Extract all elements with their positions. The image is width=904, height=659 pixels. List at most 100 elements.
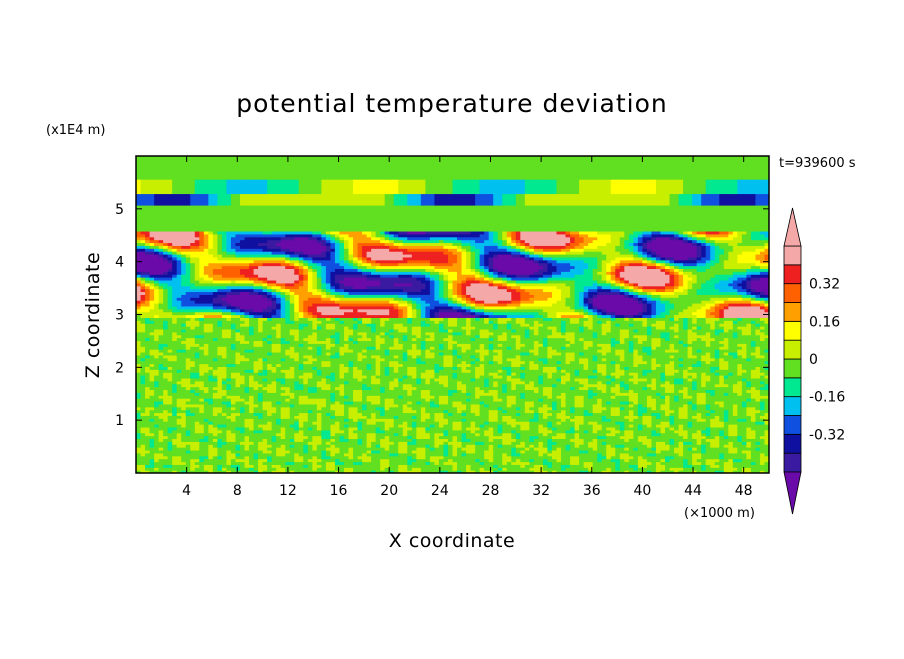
heatmap-cell <box>316 438 322 442</box>
heatmap-cell <box>533 458 540 463</box>
heatmap-cell <box>646 438 653 442</box>
heatmap-cell <box>461 441 467 445</box>
heatmap-cell <box>719 461 725 465</box>
heatmap-cell <box>321 467 327 471</box>
heatmap-cell <box>357 444 363 448</box>
heatmap-cell <box>741 441 747 445</box>
heatmap-cell <box>208 447 214 451</box>
heatmap-cell <box>357 464 363 468</box>
heatmap-cell <box>601 455 607 460</box>
heatmap-cell <box>303 461 309 465</box>
heatmap-cell <box>172 447 178 451</box>
heatmap-cell <box>235 449 241 454</box>
heatmap-cell <box>262 461 268 465</box>
heatmap-cell <box>542 452 549 457</box>
heatmap-cell <box>696 452 702 457</box>
heatmap-cell <box>452 435 458 440</box>
heatmap-cell <box>398 444 404 448</box>
heatmap-cell <box>574 441 580 445</box>
heatmap-cell <box>597 432 603 437</box>
heatmap-cell <box>728 449 734 454</box>
heatmap-cell <box>588 458 594 463</box>
heatmap-cell <box>380 461 386 465</box>
heatmap-cell <box>434 432 440 437</box>
heatmap-cell <box>737 449 743 454</box>
heatmap-cell <box>343 444 350 448</box>
heatmap-cell <box>606 432 612 437</box>
heatmap-cell <box>583 441 589 445</box>
heatmap-cell <box>438 435 445 440</box>
heatmap-cell <box>737 452 743 457</box>
heatmap-cell <box>488 461 494 465</box>
heatmap-cell <box>393 449 399 454</box>
heatmap-cell <box>181 447 187 451</box>
heatmap-cell <box>334 435 341 440</box>
heatmap-cell <box>488 438 494 442</box>
heatmap-cell <box>674 441 680 445</box>
heatmap-cell <box>357 455 363 460</box>
heatmap-cell <box>434 435 440 440</box>
heatmap-cell <box>330 438 336 442</box>
heatmap-cell <box>660 449 666 454</box>
heatmap-cell <box>714 444 720 448</box>
heatmap-cell <box>597 464 603 468</box>
heatmap-cell <box>759 449 766 454</box>
heatmap-cell <box>683 467 689 471</box>
heatmap-cell <box>597 452 603 457</box>
heatmap-cell <box>642 449 648 454</box>
heatmap-cell <box>375 432 381 437</box>
heatmap-cell <box>642 441 648 445</box>
heatmap-cell <box>298 467 304 471</box>
heatmap-cell <box>601 470 607 473</box>
heatmap-cell <box>149 452 155 457</box>
heatmap-cell <box>163 452 169 457</box>
heatmap-cell <box>190 438 196 442</box>
heatmap-cell <box>583 452 589 457</box>
heatmap-cell <box>199 447 205 451</box>
heatmap-cell <box>393 438 399 442</box>
heatmap-cell <box>158 452 164 457</box>
heatmap-cell <box>475 432 481 437</box>
heatmap-cell <box>723 455 729 460</box>
heatmap-cell <box>384 452 390 457</box>
heatmap-cell <box>389 432 395 437</box>
heatmap-cell <box>592 455 598 460</box>
heatmap-cell <box>190 461 196 465</box>
heatmap-cell <box>660 447 666 451</box>
heatmap-cell <box>687 455 693 460</box>
heatmap-cell <box>461 452 467 457</box>
heatmap-cell <box>262 438 268 442</box>
heatmap-cell <box>339 438 345 442</box>
heatmap-cell <box>262 432 268 437</box>
heatmap-cell <box>434 461 440 465</box>
heatmap-cell <box>357 438 363 442</box>
heatmap-cell <box>136 452 142 457</box>
heatmap-cell <box>619 467 625 471</box>
heatmap-cell <box>163 467 169 471</box>
heatmap-cell <box>692 447 698 451</box>
heatmap-cell <box>642 464 648 468</box>
heatmap-cell <box>393 452 399 457</box>
heatmap-cell <box>366 455 372 460</box>
heatmap-cell <box>497 452 503 457</box>
heatmap-cell <box>239 435 246 440</box>
heatmap-cell <box>249 444 255 448</box>
heatmap-cell <box>334 467 341 471</box>
heatmap-cell <box>764 467 769 471</box>
heatmap-cell <box>447 464 454 468</box>
heatmap-cell <box>172 452 178 457</box>
heatmap-cell <box>217 444 223 448</box>
heatmap-cell <box>746 452 752 457</box>
heatmap-cell <box>298 464 304 468</box>
heatmap-cell <box>230 470 237 473</box>
heatmap-cell <box>235 461 241 465</box>
heatmap-cell <box>321 444 327 448</box>
heatmap-cell <box>633 438 639 442</box>
heatmap-cell <box>249 438 255 442</box>
heatmap-cell <box>466 447 472 451</box>
heatmap-cell <box>475 447 481 451</box>
heatmap-cell <box>407 438 413 442</box>
heatmap-cell <box>343 455 350 460</box>
heatmap-cell <box>565 464 571 468</box>
heatmap-cell <box>294 449 300 454</box>
